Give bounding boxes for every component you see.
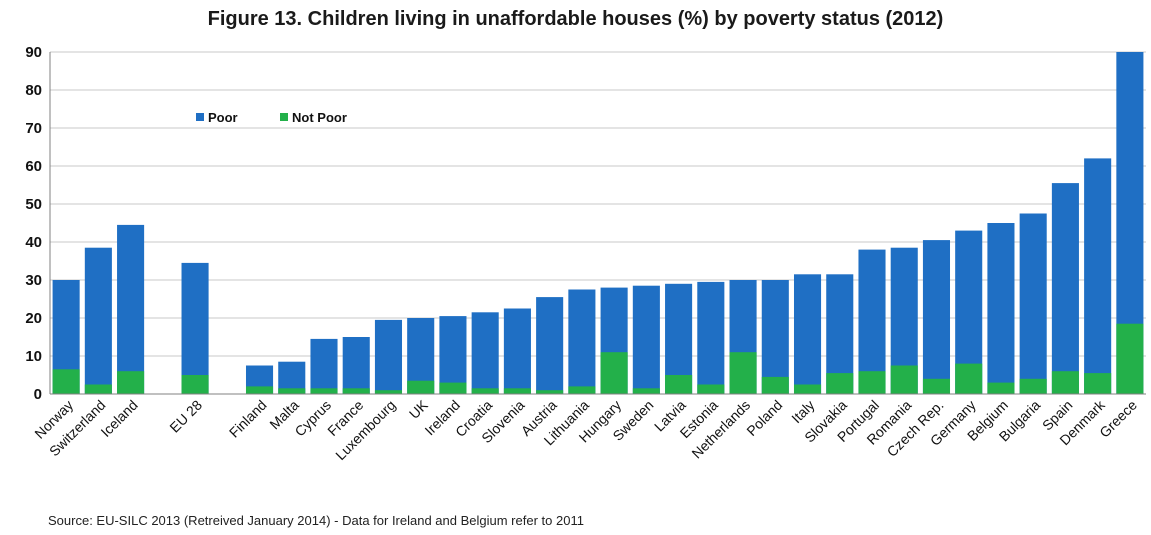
bar-poor: [181, 262, 209, 394]
bar-poor: [568, 289, 596, 394]
y-tick-label: 10: [25, 348, 42, 365]
x-category-label: EU 28: [166, 397, 205, 436]
bar-not-poor: [697, 384, 725, 394]
x-category-label: Poland: [743, 397, 785, 439]
bar-not-poor: [826, 373, 854, 394]
bar-not-poor: [955, 363, 983, 394]
y-tick-label: 50: [25, 196, 42, 213]
y-tick-label: 90: [25, 44, 42, 61]
bar-not-poor: [665, 375, 693, 394]
bar-not-poor: [729, 352, 757, 394]
bar-not-poor: [407, 380, 435, 394]
bar-not-poor: [52, 369, 80, 394]
bar-poor: [117, 224, 145, 394]
bar-poor: [761, 280, 789, 394]
bar-not-poor: [858, 371, 886, 394]
bar-poor: [987, 223, 1015, 394]
bar-not-poor: [793, 384, 822, 394]
y-tick-label: 20: [25, 310, 42, 327]
bar-not-poor: [1051, 371, 1079, 394]
legend-label: Poor: [208, 110, 238, 125]
bar-poor: [536, 297, 564, 394]
x-category-label: Finland: [226, 397, 270, 441]
bar-not-poor: [245, 386, 274, 394]
bar-not-poor: [600, 352, 628, 394]
bar-not-poor: [181, 375, 209, 394]
bar-not-poor: [1019, 378, 1047, 394]
x-category-label: UK: [406, 396, 432, 422]
bar-not-poor: [922, 378, 951, 394]
chart-title: Figure 13. Children living in unaffordab…: [207, 8, 944, 30]
bar-not-poor: [439, 382, 467, 394]
axes: [49, 52, 1146, 395]
y-tick-label: 40: [25, 234, 42, 251]
bar-not-poor: [987, 382, 1015, 394]
bar-not-poor: [632, 388, 660, 394]
bar-not-poor: [1116, 323, 1144, 394]
bar-not-poor: [278, 388, 306, 394]
bar-not-poor: [890, 365, 918, 394]
y-tick-label: 60: [25, 158, 42, 175]
bar-poor: [632, 285, 660, 394]
bar-poor: [697, 281, 725, 394]
legend: Poor Not Poor: [196, 110, 347, 125]
bar-poor: [1084, 158, 1112, 394]
legend-swatch: [196, 113, 204, 121]
bar-poor: [922, 240, 951, 394]
bar-not-poor: [761, 376, 789, 394]
bar-poor: [503, 308, 531, 394]
bar-not-poor: [117, 371, 145, 394]
legend-label: Not Poor: [292, 110, 347, 125]
bar-poor: [858, 249, 886, 394]
bar-poor: [1019, 213, 1047, 394]
bar-poor: [374, 319, 403, 394]
source-note: Source: EU-SILC 2013 (Retreived January …: [48, 513, 584, 528]
x-category-label: Cyprus: [291, 397, 334, 440]
bar-poor: [471, 312, 499, 394]
y-tick-label: 80: [25, 82, 42, 99]
x-category-label: Iceland: [97, 397, 140, 440]
bar-not-poor: [84, 384, 112, 394]
y-tick-label: 30: [25, 272, 42, 289]
bar-not-poor: [471, 388, 499, 394]
bar-not-poor: [536, 390, 564, 394]
bar-not-poor: [503, 388, 531, 394]
y-tick-labels: 0 10 20 30 40 50 60 70 80 90: [25, 44, 42, 403]
bar-poor: [1051, 183, 1079, 394]
bar-poor: [84, 247, 112, 394]
bar-poor: [439, 316, 467, 394]
y-tick-label: 0: [34, 386, 42, 403]
bar-not-poor: [568, 386, 596, 394]
bar-poor: [793, 274, 822, 394]
legend-swatch: [280, 113, 288, 121]
y-tick-label: 70: [25, 120, 42, 137]
bar-not-poor: [374, 390, 403, 394]
bar-not-poor: [310, 388, 338, 394]
bar-not-poor: [1084, 373, 1112, 394]
bar-not-poor: [342, 388, 370, 394]
bars: [52, 52, 1144, 394]
bar-poor: [310, 338, 338, 394]
bar-poor: [342, 337, 370, 394]
